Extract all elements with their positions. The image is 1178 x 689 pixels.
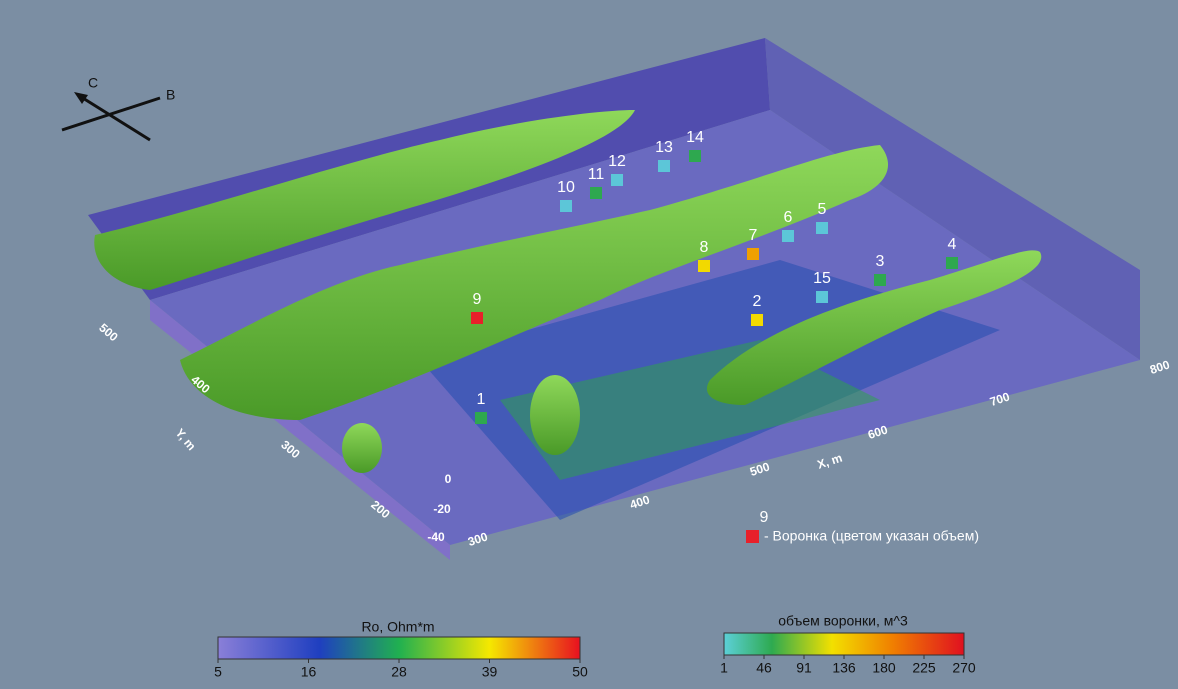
colorbar-tick-label: 16 [301, 664, 317, 680]
funnel-label: 4 [948, 236, 957, 253]
compass-arrow [74, 92, 88, 104]
colorbar-tick-label: 225 [912, 660, 936, 676]
right-wall [765, 38, 1140, 360]
x-tick-label: 300 [466, 529, 490, 549]
colorbar-tick-label: 1 [720, 660, 728, 676]
colorbar [723, 632, 965, 656]
funnel-marker [475, 412, 487, 424]
iso-surface [180, 145, 889, 420]
iso-surface [530, 375, 580, 455]
x-tick-label: 800 [1148, 357, 1172, 377]
x-tick-label: 400 [628, 492, 652, 512]
funnel-label: 3 [876, 253, 885, 270]
funnel-marker [816, 291, 828, 303]
colorbar-title: объем воронки, м^3 [778, 613, 908, 629]
legend-swatch [746, 530, 759, 543]
colorbar-title: Ro, Ohm*m [361, 619, 434, 635]
funnel-marker [816, 222, 828, 234]
y-tick-label: 300 [278, 438, 303, 462]
x-tick-label: 700 [988, 389, 1012, 409]
funnel-label: 13 [655, 139, 673, 156]
funnel-marker [698, 260, 710, 272]
legend-number: 9 [760, 509, 769, 526]
funnel-label: 6 [784, 209, 793, 226]
funnel-marker [560, 200, 572, 212]
colorbar-tick-label: 28 [391, 664, 407, 680]
iso-surface [94, 110, 635, 290]
funnel-label: 9 [473, 291, 482, 308]
x-tick-label: 600 [866, 422, 890, 442]
colorbar-tick-label: 46 [756, 660, 772, 676]
funnel-label: 14 [686, 129, 704, 146]
funnel-marker [751, 314, 763, 326]
z-tick-label: -40 [427, 530, 445, 544]
colorbar [217, 636, 581, 660]
funnel-marker [611, 174, 623, 186]
colorbar-tick-label: 50 [572, 664, 588, 680]
y-axis-label: Y, m [173, 426, 199, 453]
funnel-label: 12 [608, 153, 626, 170]
compass-line [77, 93, 151, 142]
colorbar-tick-label: 5 [214, 664, 222, 680]
funnel-marker [747, 248, 759, 260]
legend-text: - Воронка (цветом указан объем) [764, 528, 979, 544]
funnel-label: 11 [588, 166, 605, 183]
colorbar-tick-label: 39 [482, 664, 498, 680]
x-axis-label: X, m [816, 451, 844, 472]
funnel-label: 7 [749, 227, 758, 244]
y-tick-label: 500 [96, 321, 121, 345]
iso-surface [706, 250, 1042, 405]
colorbar-tick-label: 180 [872, 660, 896, 676]
funnel-marker [689, 150, 701, 162]
funnel-label: 15 [813, 270, 831, 287]
colorbar-tick-label: 136 [832, 660, 856, 676]
compass-label: C [88, 75, 98, 91]
funnel-label: 5 [818, 201, 827, 218]
z-tick-label: -20 [433, 502, 451, 516]
funnel-label: 10 [557, 179, 575, 196]
funnel-label: 8 [700, 239, 709, 256]
funnel-marker [590, 187, 602, 199]
z-tick-label: 0 [445, 472, 452, 486]
colorbar-tick-label: 91 [796, 660, 812, 676]
compass-label: B [166, 87, 175, 103]
colorbar-tick-label: 270 [952, 660, 976, 676]
funnel-marker [782, 230, 794, 242]
funnel-marker [874, 274, 886, 286]
funnel-label: 2 [753, 293, 762, 310]
funnel-marker [946, 257, 958, 269]
iso-surface [342, 423, 382, 473]
x-tick-label: 500 [748, 459, 772, 479]
funnel-label: 1 [477, 391, 486, 408]
funnel-marker [471, 312, 483, 324]
compass-line [61, 96, 161, 132]
funnel-marker [658, 160, 670, 172]
